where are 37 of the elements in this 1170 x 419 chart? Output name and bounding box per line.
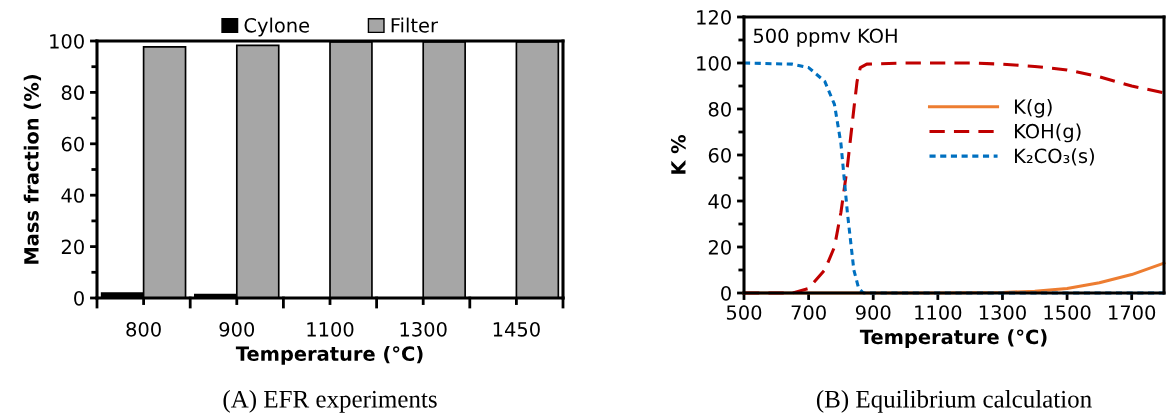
x-tick-label: 1450 — [493, 321, 540, 337]
y-tick-label: 20 — [708, 239, 731, 255]
x-tick-label: 700 — [791, 305, 826, 320]
x-tick-label: 1300 — [400, 321, 447, 337]
y-tick-label: 40 — [61, 188, 84, 203]
y-tick-label: 80 — [61, 85, 84, 101]
x-tick-label: 900 — [219, 321, 255, 337]
y-axis-title: Mass fraction (%) — [23, 75, 42, 264]
legend-label: K(g) — [1015, 98, 1052, 118]
y-tick-label: 0 — [721, 285, 731, 301]
x-tick-label: 1700 — [1109, 305, 1156, 320]
x-axis-title: Temperature (°C) — [859, 329, 1047, 348]
legend-label: K₂CO₃(s) — [1015, 148, 1094, 166]
annotation: 500 ppmv KOH — [753, 28, 897, 47]
legend-label: Cylone — [244, 17, 310, 37]
x-tick-label: 1500 — [1044, 305, 1091, 320]
x-tick-label: 500 — [726, 305, 762, 320]
y-tick-label: 100 — [697, 55, 731, 71]
y-tick-label: 60 — [708, 147, 731, 163]
x-tick-label: 900 — [855, 305, 891, 320]
y-tick-label: 20 — [61, 239, 84, 255]
x-tick-label: 800 — [126, 321, 161, 337]
y-tick-label: 0 — [74, 290, 84, 306]
y-tick-label: 80 — [708, 101, 731, 117]
text: (A) EFR experiments — [223, 390, 437, 413]
y-tick-label: 40 — [708, 193, 731, 209]
x-axis-title: Temperature (°C) — [235, 346, 423, 365]
x-tick-label: 1100 — [307, 321, 354, 337]
y-tick-label: 120 — [697, 9, 731, 25]
y-tick-label: 100 — [50, 33, 84, 49]
legend-label: Filter — [391, 17, 438, 33]
legend-label: KOH(g) — [1015, 123, 1081, 143]
x-tick-label: 1100 — [915, 305, 962, 320]
y-tick-label: 60 — [61, 136, 84, 152]
x-tick-label: 1300 — [979, 305, 1026, 320]
y-axis-title: K % — [671, 134, 686, 174]
text: (B) Equilibrium calculation — [816, 390, 1092, 413]
